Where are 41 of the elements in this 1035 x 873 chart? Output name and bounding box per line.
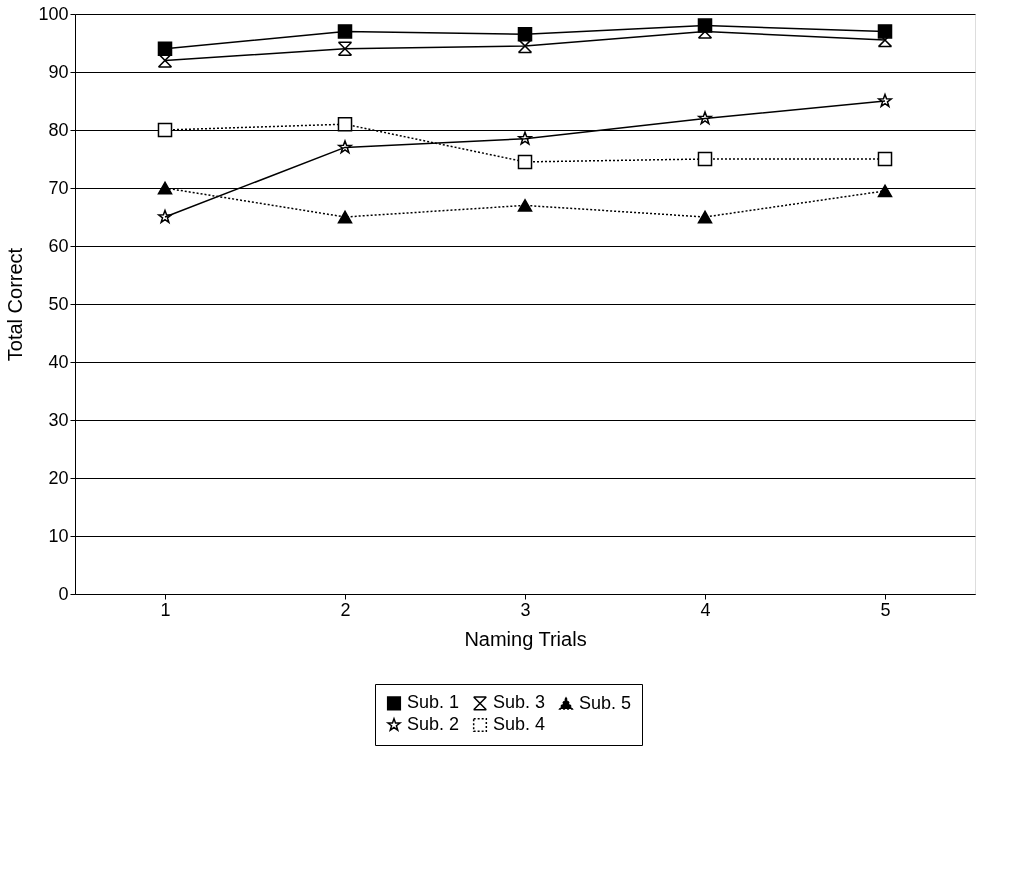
- x-axis-title: Naming Trials: [464, 627, 587, 650]
- y-tick-label: 90: [48, 61, 69, 82]
- point: [517, 27, 533, 42]
- y-tick-label: 50: [48, 293, 69, 314]
- y-tick-label: 100: [38, 3, 69, 24]
- point: [517, 199, 533, 212]
- y-axis-title: Total Correct: [4, 247, 27, 362]
- point: [518, 131, 532, 145]
- y-tick-label: 60: [48, 235, 69, 256]
- x-tick-label: 5: [880, 599, 891, 620]
- point: [877, 151, 893, 167]
- y-tick-label: 20: [48, 467, 69, 488]
- legend-label: Sub. 5: [579, 692, 632, 713]
- point: [337, 116, 353, 132]
- point: [698, 111, 712, 125]
- legend-label: Sub. 4: [493, 714, 546, 734]
- y-tick-label: 40: [48, 351, 69, 372]
- point: [517, 154, 533, 170]
- y-tick-label: 30: [48, 409, 69, 430]
- legend-label: Sub. 2: [407, 714, 460, 734]
- x-tick-label: 4: [700, 599, 711, 620]
- x-tick-label: 2: [340, 599, 351, 620]
- legend-label: Sub. 1: [407, 692, 460, 713]
- point: [157, 122, 173, 138]
- y-tick-label: 0: [58, 583, 69, 604]
- point: [338, 140, 352, 154]
- y-tick-label: 80: [48, 119, 69, 140]
- point: [158, 209, 172, 224]
- point: [337, 210, 353, 224]
- y-tick-label: 70: [48, 177, 69, 198]
- x-tick-label: 3: [520, 599, 531, 620]
- point: [337, 41, 353, 57]
- y-tick-label: 10: [48, 525, 69, 546]
- x-tick-label: 1: [160, 599, 171, 620]
- point: [878, 93, 892, 108]
- point: [877, 184, 893, 198]
- legend-label: Sub. 3: [493, 692, 546, 713]
- point: [157, 181, 173, 195]
- point: [697, 210, 713, 224]
- point: [697, 151, 713, 167]
- point: [337, 24, 353, 39]
